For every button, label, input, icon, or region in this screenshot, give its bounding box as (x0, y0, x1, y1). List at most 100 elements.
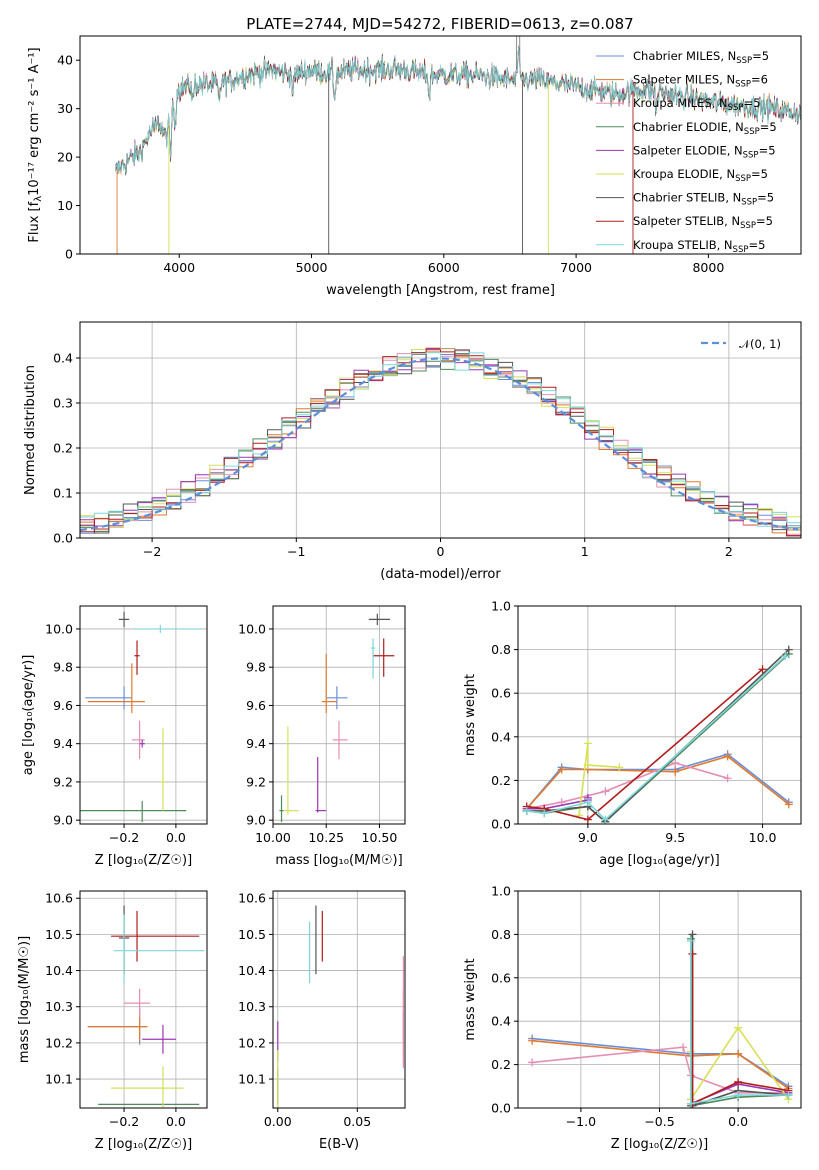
y-tick-label: 0.0 (491, 817, 511, 832)
x-tick-label: 5000 (296, 260, 328, 275)
y-label-part: Flux [f (27, 201, 42, 242)
legend-n: =5 (748, 238, 765, 252)
legend-label: Chabrier STELIB, N (633, 191, 741, 205)
panels: 4000 5000 6000 7000 8000010203040wavelength … (17, 35, 802, 1152)
y-tick-label: 1.0 (491, 599, 511, 614)
y-axis-label: mass weight (463, 674, 478, 756)
y-tick-label: 10.2 (238, 1035, 266, 1050)
legend-label: Chabrier MILES, N (633, 49, 736, 63)
sfh-marker-kroupa-stelib (734, 1090, 743, 1099)
sfh-marker-kroupa-elodie (583, 739, 592, 748)
legend-n: =6 (751, 73, 768, 87)
y-tick-label: 9.0 (246, 813, 266, 828)
panel-spectrum: 4000 5000 6000 7000 8000 0 10 20 30 40 wavelength … (27, 35, 802, 298)
y-label-sub: λ (33, 196, 44, 202)
x-tick-label: 0.05 (343, 1114, 371, 1129)
x-axis-label: mass [log₁₀(M/M☉)] (275, 853, 402, 868)
y-tick-label: 0.6 (491, 686, 511, 701)
legend-sub: SSP (744, 127, 760, 137)
legend-label: Salpeter STELIB, N (633, 214, 740, 228)
sfh-marker-kroupa-stelib (583, 798, 592, 807)
sfh-marker-kroupa-stelib (784, 1090, 793, 1099)
y-tick-label: 0.0 (53, 531, 73, 546)
x-axis-label: Z [log₁₀(Z/Z☉)] (611, 1137, 708, 1152)
y-tick-label: 0.3 (53, 396, 73, 411)
x-tick-label: −0.5 (644, 1114, 674, 1129)
y-axis-label: Flux [fλ10⁻¹⁷ erg cm⁻² s⁻¹ A⁻¹] (27, 47, 44, 242)
x-tick-label: 8000 (692, 260, 724, 275)
y-tick-label: 1.0 (491, 884, 511, 899)
y-tick-label: 30 (57, 101, 73, 116)
x-axis-label: Z [log₁₀(Z/Z☉)] (95, 1137, 192, 1152)
plot-area (115, 36, 801, 254)
x-tick-label: 9.5 (665, 830, 685, 845)
legend-n: =5 (751, 167, 768, 181)
axes-frame (79, 321, 802, 539)
legend-label: Kroupa ELODIE, N (633, 167, 735, 181)
x-tick-label: 6000 (428, 260, 460, 275)
sfh-marker-chabrier-stelib (688, 930, 697, 939)
sfh-marker-salpeter-miles (671, 767, 680, 776)
sfh-marker-kroupa-stelib (522, 806, 531, 815)
grid (518, 605, 801, 825)
x-tick-label: 0.0 (166, 830, 186, 845)
y-tick-label: 0.8 (491, 642, 511, 657)
sfh-marker-salpeter-miles (784, 800, 793, 809)
x-tick-label: 4000 (163, 260, 195, 275)
y-tick-label: 0.6 (491, 970, 511, 985)
legend-sub: SSP (736, 56, 752, 66)
y-tick-label: 10.4 (238, 963, 266, 978)
y-tick-label: 10.6 (238, 891, 266, 906)
y-tick-label: 0.2 (491, 1057, 511, 1072)
legend-entry-chabrier-miles: Chabrier MILES, NSSP=5 (633, 49, 769, 66)
legend-label: Salpeter ELODIE, N (633, 143, 743, 157)
y-tick-label: 0.4 (491, 1014, 511, 1029)
y-tick-label: 9.2 (53, 774, 73, 789)
y-tick-label: 10.5 (45, 927, 73, 942)
y-tick-label: 10 (57, 198, 73, 213)
y-tick-label: 10.0 (45, 621, 73, 636)
legend-n: =5 (756, 214, 773, 228)
y-tick-label: 9.6 (53, 698, 73, 713)
sfh-marker-kroupa-miles (601, 787, 610, 796)
axes-frame (79, 605, 208, 825)
y-tick-label: 10.3 (238, 999, 266, 1014)
y-tick-label: 10.5 (238, 927, 266, 942)
sfh-marker-kroupa-stelib (686, 936, 695, 945)
panel-sfh-age: 9.0 9.5 10.0 0.0 0.2 0.4 0.6 0.8 1.0 age [log₁₀(a… (463, 599, 802, 868)
legend-n: =5 (760, 120, 777, 134)
y-tick-label: 0.2 (491, 773, 511, 788)
y-tick-label: 9.0 (53, 813, 73, 828)
sfh-line-chabrier-stelib (526, 649, 790, 823)
x-tick-label: 10.25 (308, 830, 344, 845)
y-tick-label: 10.4 (45, 963, 73, 978)
sfh-marker-salpeter-stelib (734, 1077, 743, 1086)
plot-area (87, 905, 205, 1108)
legend-sub: SSP (728, 103, 744, 113)
y-tick-label: 10.2 (45, 1035, 73, 1050)
x-axis-label: Z [log₁₀(Z/Z☉)] (95, 853, 192, 868)
y-tick-label: 0 (65, 247, 73, 262)
axes-frame (517, 890, 802, 1109)
x-tick-label: 0.00 (264, 1114, 292, 1129)
sfh-line-chabrier-elodie (526, 653, 790, 823)
y-axis-label: age [log₁₀(age/yr)] (21, 655, 36, 776)
axes-frame (79, 890, 208, 1109)
y-tick-label: 0.1 (53, 486, 73, 501)
sfh-marker-kroupa-elodie (615, 763, 624, 772)
plot-area (80, 611, 202, 823)
legend-entry-salpeter-elodie: Salpeter ELODIE, NSSP=5 (633, 143, 776, 160)
normal-curve (80, 357, 799, 532)
axes-frame (272, 890, 406, 1109)
y-tick-label: 0.4 (53, 351, 73, 366)
sfh-marker-kroupa-miles (723, 774, 732, 783)
sfh-marker-kroupa-stelib (781, 652, 790, 661)
figure-title: PLATE=2744, MJD=54272, FIBERID=0613, z=0… (246, 15, 633, 33)
y-tick-label: 10.0 (238, 621, 266, 636)
sfh-marker-chabrier-stelib (784, 645, 793, 654)
x-tick-label: 2 (725, 544, 733, 559)
sfh-marker-salpeter-miles (557, 765, 566, 774)
y-tick-label: 0.2 (53, 441, 73, 456)
grid (273, 891, 405, 1108)
sfh-marker-salpeter-miles (734, 1049, 743, 1058)
